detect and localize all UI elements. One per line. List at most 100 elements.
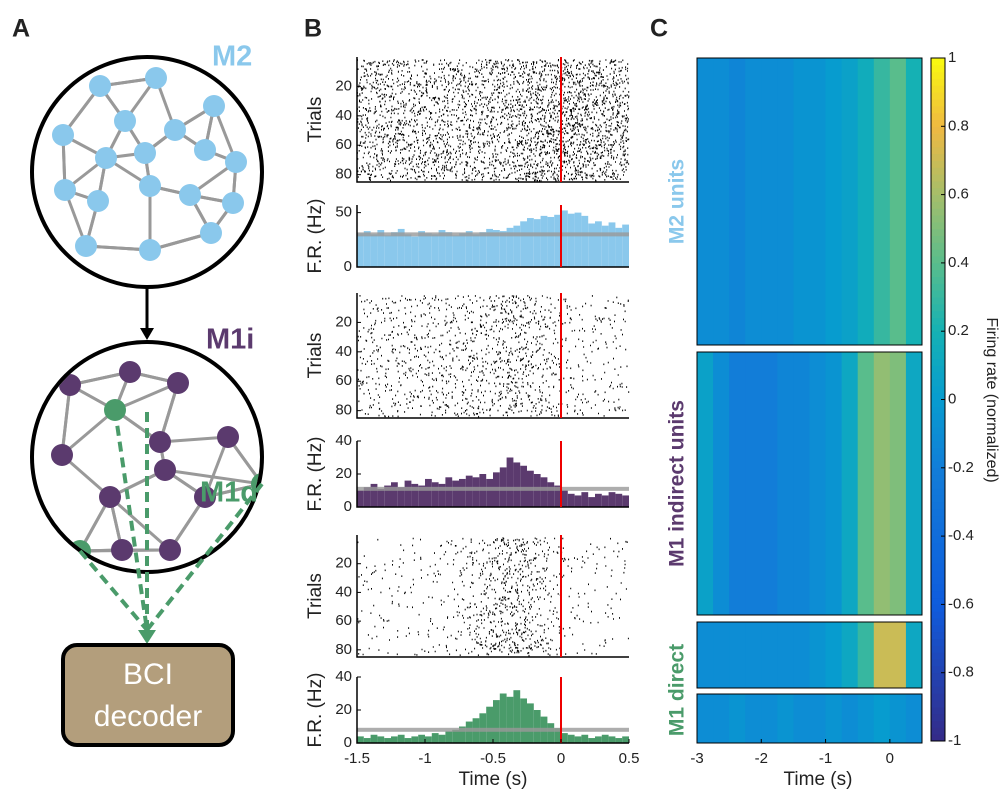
raster-spikes [465, 62, 474, 182]
raster-spikes [499, 295, 507, 417]
colorbar-step [931, 92, 945, 100]
heatmap-cell [809, 622, 827, 688]
hist-bar [397, 228, 405, 267]
panel-label: A [12, 15, 30, 43]
raster-spikes [431, 63, 439, 181]
raster-spikes [458, 537, 466, 656]
hist-bar [574, 495, 582, 507]
raster-spikes [404, 297, 412, 413]
raster-spikes [370, 60, 378, 178]
hist-bar [465, 721, 473, 743]
colorbar-step [931, 481, 945, 489]
raster-spikes [411, 59, 419, 181]
edge [159, 435, 229, 444]
colorbar-step [931, 269, 945, 278]
hist-bar [581, 492, 589, 507]
colorbar-step [931, 706, 945, 715]
x-tick-label: -2 [755, 750, 768, 767]
colorbar-step [931, 235, 945, 243]
x-tick-label: -1 [418, 750, 431, 767]
network-diagram: BCI decoder M2 M1i M1d [30, 41, 264, 747]
node [145, 67, 167, 89]
colorbar-step [931, 276, 945, 284]
hist-bar [377, 230, 385, 267]
raster-spikes [526, 541, 534, 657]
colorbar-step [931, 310, 945, 319]
hist-bar [608, 492, 616, 507]
raster-spikes [417, 538, 426, 652]
hist-bar [445, 477, 453, 507]
group-label: M1 direct [666, 644, 689, 736]
heatmap-cell [873, 694, 891, 743]
colorbar-tick-label: -0.2 [948, 459, 974, 476]
hist-bar [418, 485, 425, 507]
hist-bar [527, 218, 534, 267]
raster-spikes [567, 557, 575, 636]
hist-bar [425, 233, 432, 267]
hist-bar [540, 477, 548, 507]
node [149, 431, 171, 453]
baseline-band [357, 232, 629, 237]
heatmap-frame [696, 351, 923, 616]
hist-bar [554, 214, 561, 267]
heatmap-cell [873, 352, 891, 615]
heatmap-cell [713, 58, 730, 345]
colorbar-step [931, 440, 945, 448]
colorbar-step [931, 133, 945, 141]
heatmap-cell [729, 58, 746, 345]
hist-bar [357, 736, 364, 743]
colorbar-step [931, 590, 945, 599]
node [217, 426, 239, 448]
heatmap-cell [857, 58, 875, 345]
colorbar-step [931, 249, 945, 257]
hist-bar [608, 736, 616, 743]
heatmap-cell [809, 694, 827, 743]
colorbar-step [931, 693, 945, 701]
hist-bar [431, 482, 439, 507]
node [75, 235, 97, 257]
hist-bar [418, 734, 425, 743]
heatmap-cell [825, 622, 843, 688]
raster-spikes [479, 59, 487, 181]
heatmap-cell [761, 352, 778, 615]
heatmap-cell [777, 58, 794, 345]
colorbar-step [931, 474, 945, 482]
raster-spikes [608, 59, 616, 180]
raster-spikes [568, 305, 576, 413]
group-label: M1 indirect units [666, 400, 689, 567]
x-axis-label: Time (s) [784, 769, 853, 790]
raster-spikes [390, 59, 399, 179]
dashed-link [113, 409, 149, 631]
colorbar-step [931, 515, 945, 523]
arrow-head [140, 328, 154, 340]
raster-spikes [445, 298, 453, 414]
raster-spikes [417, 59, 426, 181]
colorbar-step [931, 529, 945, 537]
raster-spikes [438, 544, 445, 646]
raster-spikes [485, 296, 494, 417]
edge [114, 381, 179, 412]
colorbar-step [931, 426, 945, 435]
hist-bar [588, 497, 595, 507]
edge [109, 495, 171, 552]
raster-spikes [363, 299, 372, 415]
colorbar-step [931, 58, 945, 66]
colorbar-step [931, 700, 945, 708]
colorbar-step [931, 262, 945, 271]
hist-bar [486, 228, 493, 267]
raster-spikes [540, 295, 548, 414]
raster-spikes [458, 59, 467, 181]
raster-spikes [357, 541, 364, 656]
colorbar-step [931, 720, 945, 728]
heatmap-cell [793, 622, 810, 688]
heatmap-cell [873, 58, 891, 345]
colorbar-step [931, 324, 945, 332]
hist-bar [404, 480, 412, 507]
hist-bar [513, 690, 521, 743]
heatmap-cell [825, 352, 843, 615]
y-axis-label: Trials [305, 97, 326, 143]
raster-spikes [519, 298, 528, 412]
colorbar-step [931, 105, 945, 114]
raster-spikes [485, 544, 494, 656]
heatmap-cell [713, 694, 730, 743]
